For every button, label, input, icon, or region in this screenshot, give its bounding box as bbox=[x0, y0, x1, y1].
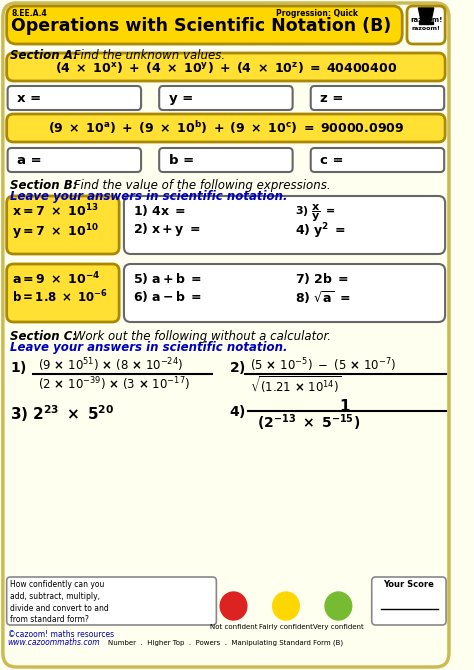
Text: Very confident: Very confident bbox=[313, 624, 364, 630]
FancyBboxPatch shape bbox=[407, 6, 445, 44]
Text: ©cazoom! maths resources: ©cazoom! maths resources bbox=[8, 630, 114, 639]
Text: 8.EE.A.4: 8.EE.A.4 bbox=[11, 9, 47, 18]
Text: $\mathbf{x = 7\ \times\ 10^{13}}$: $\mathbf{x = 7\ \times\ 10^{13}}$ bbox=[12, 203, 99, 220]
Text: Section C:: Section C: bbox=[9, 330, 77, 343]
Text: Not confident: Not confident bbox=[210, 624, 257, 630]
Text: www.cazoommaths.com: www.cazoommaths.com bbox=[8, 638, 100, 647]
Text: x =: x = bbox=[17, 92, 41, 105]
Text: $\mathbf{8)\ \sqrt{a}\ =}$: $\mathbf{8)\ \sqrt{a}\ =}$ bbox=[295, 289, 351, 306]
Text: $\mathbf{2)\ x+y\ =}$: $\mathbf{2)\ x+y\ =}$ bbox=[134, 221, 201, 238]
Text: $\mathbf{6)\ a-b\ =}$: $\mathbf{6)\ a-b\ =}$ bbox=[134, 289, 202, 304]
Text: $\mathbf{4)}$: $\mathbf{4)}$ bbox=[229, 403, 246, 420]
Text: Leave your answers in scientific notation.: Leave your answers in scientific notatio… bbox=[9, 190, 287, 203]
Text: $\mathbf{1}$: $\mathbf{1}$ bbox=[339, 398, 351, 414]
Text: $\mathbf{5)\ a+b\ =}$: $\mathbf{5)\ a+b\ =}$ bbox=[134, 271, 202, 286]
Text: Section B:: Section B: bbox=[9, 179, 77, 192]
Text: $(9\ \mathbf{\times}\ 10^{51})\ \mathbf{\times}\ (8\ \mathbf{\times}\ 10^{-24})$: $(9\ \mathbf{\times}\ 10^{51})\ \mathbf{… bbox=[38, 356, 183, 374]
Text: $(5\ \mathbf{\times}\ 10^{-5})\ -\ (5\ \mathbf{\times}\ 10^{-7})$: $(5\ \mathbf{\times}\ 10^{-5})\ -\ (5\ \… bbox=[250, 356, 396, 374]
Text: $\mathbf{7)\ 2b\ =}$: $\mathbf{7)\ 2b\ =}$ bbox=[295, 271, 349, 286]
Text: Leave your answers in scientific notation.: Leave your answers in scientific notatio… bbox=[9, 341, 287, 354]
Text: Number  .  Higher Top  .  Powers  .  Manipulating Standard Form (B): Number . Higher Top . Powers . Manipulat… bbox=[109, 640, 344, 647]
Circle shape bbox=[273, 592, 299, 620]
FancyBboxPatch shape bbox=[8, 148, 141, 172]
Text: y =: y = bbox=[169, 92, 193, 105]
Text: $\sqrt{(1.21\ \mathbf{\times}\ 10^{14})}$: $\sqrt{(1.21\ \mathbf{\times}\ 10^{14})}… bbox=[250, 375, 341, 396]
FancyBboxPatch shape bbox=[8, 86, 141, 110]
Circle shape bbox=[220, 592, 247, 620]
Text: $\mathbf{a = 9\ \times\ 10^{-4}}$: $\mathbf{a = 9\ \times\ 10^{-4}}$ bbox=[12, 271, 101, 287]
FancyBboxPatch shape bbox=[7, 577, 216, 625]
Text: c =: c = bbox=[320, 153, 344, 167]
Text: $\mathbf{(2^{-13}\ \times\ 5^{-15})}$: $\mathbf{(2^{-13}\ \times\ 5^{-15})}$ bbox=[257, 412, 361, 433]
Text: razoom!: razoom! bbox=[410, 17, 442, 23]
FancyBboxPatch shape bbox=[3, 3, 449, 667]
FancyBboxPatch shape bbox=[7, 114, 445, 142]
FancyBboxPatch shape bbox=[159, 148, 292, 172]
Polygon shape bbox=[419, 8, 434, 22]
Text: $\mathbf{2)}$: $\mathbf{2)}$ bbox=[229, 359, 246, 376]
FancyBboxPatch shape bbox=[311, 148, 444, 172]
Text: Find the unknown values.: Find the unknown values. bbox=[70, 49, 225, 62]
FancyBboxPatch shape bbox=[159, 86, 292, 110]
Text: z =: z = bbox=[320, 92, 344, 105]
Text: razoom!: razoom! bbox=[411, 26, 440, 31]
Text: a =: a = bbox=[17, 153, 42, 167]
FancyBboxPatch shape bbox=[7, 53, 445, 81]
Text: $\mathbf{1)\ 4x\ =}$: $\mathbf{1)\ 4x\ =}$ bbox=[134, 203, 186, 218]
Text: Section A:: Section A: bbox=[9, 49, 77, 62]
FancyBboxPatch shape bbox=[124, 264, 445, 322]
Text: $(2\ \mathbf{\times}\ 10^{-39})\ \mathbf{\times}\ (3\ \mathbf{\times}\ 10^{-17}): $(2\ \mathbf{\times}\ 10^{-39})\ \mathbf… bbox=[38, 375, 191, 393]
Text: $\mathbf{(4\ \times\ 10^x)\ +\ (4\ \times\ 10^y)\ +\ (4\ \times\ 10^z)\ =\ 40400: $\mathbf{(4\ \times\ 10^x)\ +\ (4\ \time… bbox=[55, 60, 397, 74]
FancyBboxPatch shape bbox=[311, 86, 444, 110]
Text: $\mathbf{3)\ 2^{23}\ \times\ 5^{20}}$: $\mathbf{3)\ 2^{23}\ \times\ 5^{20}}$ bbox=[9, 403, 114, 423]
Text: b =: b = bbox=[169, 153, 194, 167]
Circle shape bbox=[325, 592, 352, 620]
Text: $\mathbf{(9\ \times\ 10^a)\ +\ (9\ \times\ 10^b)\ +\ (9\ \times\ 10^c)\ =\ 90000: $\mathbf{(9\ \times\ 10^a)\ +\ (9\ \time… bbox=[48, 119, 404, 137]
Text: How confidently can you
add, subtract, multiply,
divide and convert to and
from : How confidently can you add, subtract, m… bbox=[10, 580, 109, 624]
Text: $\mathbf{1)}$: $\mathbf{1)}$ bbox=[9, 359, 27, 376]
Text: $\mathbf{3)\ \dfrac{x}{y}\ =}$: $\mathbf{3)\ \dfrac{x}{y}\ =}$ bbox=[295, 203, 337, 224]
Text: $\mathbf{4)\ y^2\ =}$: $\mathbf{4)\ y^2\ =}$ bbox=[295, 221, 346, 241]
Text: $\mathbf{y = 7\ \times\ 10^{10}}$: $\mathbf{y = 7\ \times\ 10^{10}}$ bbox=[12, 222, 99, 242]
FancyBboxPatch shape bbox=[124, 196, 445, 254]
FancyBboxPatch shape bbox=[7, 6, 402, 44]
Text: Your Score: Your Score bbox=[383, 580, 434, 589]
Text: Fairly confident: Fairly confident bbox=[259, 624, 313, 630]
Text: Find the value of the following expressions.: Find the value of the following expressi… bbox=[70, 179, 330, 192]
Text: $\mathbf{b = 1.8\ \times\ 10^{-6}}$: $\mathbf{b = 1.8\ \times\ 10^{-6}}$ bbox=[12, 289, 109, 306]
FancyBboxPatch shape bbox=[372, 577, 446, 625]
Text: Progression: Quick: Progression: Quick bbox=[276, 9, 358, 18]
Polygon shape bbox=[419, 22, 433, 24]
Text: Work out the following without a calculator.: Work out the following without a calcula… bbox=[70, 330, 330, 343]
Text: Operations with Scientific Notation (B): Operations with Scientific Notation (B) bbox=[11, 17, 392, 35]
FancyBboxPatch shape bbox=[7, 196, 119, 254]
FancyBboxPatch shape bbox=[7, 264, 119, 322]
